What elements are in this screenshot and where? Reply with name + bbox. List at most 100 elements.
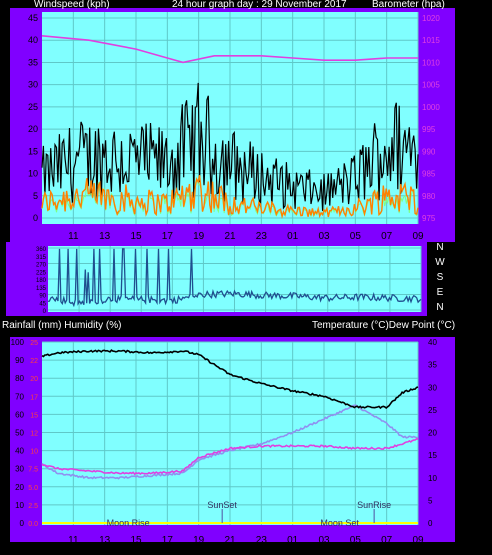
bottom-x-tick-label: 11	[68, 535, 79, 546]
top-x-tick-label: 09	[412, 231, 424, 242]
middle-left-tick-label: 45	[39, 301, 46, 307]
bottom-right-tick-label: 5	[428, 496, 433, 505]
top-right-tick-label: 980	[422, 192, 436, 201]
annotation-label: Moon Set	[320, 518, 359, 528]
series-humidity	[41, 349, 419, 410]
top-x-tick-label: 17	[162, 231, 174, 242]
middle-left-tick-label: 90	[39, 294, 46, 300]
middle-left-tick-label: 135	[36, 286, 47, 292]
top-right-tick-label: 985	[422, 170, 436, 179]
annotation-label: SunSet	[207, 500, 237, 510]
middle-right-compass-label: N	[436, 302, 443, 313]
bottom-left-tick-label: 80	[15, 374, 24, 383]
top-right-tick-label: 1000	[422, 103, 440, 112]
bottom-rain-tick-label: 25	[30, 340, 38, 347]
top-x-tick-label: 21	[224, 231, 236, 242]
bottom-rain-tick-label: 2.5	[28, 503, 38, 510]
top-right-tick-label: 990	[422, 147, 436, 156]
bottom-right-tick-label: 10	[428, 474, 437, 483]
top-left-tick-label: 25	[28, 102, 38, 112]
bottom-x-tick-label: 17	[162, 535, 174, 546]
bottom-rain-tick-label: 5.0	[28, 485, 38, 492]
bottom-right-tick-label: 40	[428, 338, 437, 347]
bottom-rain-tick-label: 20	[30, 376, 38, 383]
bottom-rain-tick-label: 12	[30, 431, 38, 438]
top-x-tick-label: 15	[130, 231, 142, 242]
bottom-rain-tick-label: 0.0	[28, 521, 38, 528]
top-left-tick-label: 0	[33, 213, 38, 223]
bottom-left-tick-label: 100	[11, 338, 25, 347]
middle-right-compass-label: W	[435, 257, 445, 268]
header-left: Windspeed (kph)	[34, 0, 110, 10]
top-right-tick-label: 1005	[422, 81, 440, 90]
bottom-left-tick-label: 70	[15, 392, 24, 401]
middle-left-tick-label: 360	[36, 247, 47, 253]
bottom-left-tick-label: 0	[20, 519, 25, 528]
bottom-left-tick-label: 10	[15, 501, 24, 510]
bottom-right-tick-label: 25	[428, 406, 437, 415]
top-x-tick-label: 01	[287, 231, 299, 242]
bottom-x-tick-label: 19	[193, 535, 205, 546]
top-right-tick-label: 1015	[422, 36, 440, 45]
top-right-gutter	[427, 8, 455, 228]
bottom-rain-tick-label: 7.5	[28, 467, 38, 474]
middle-left-tick-label: 180	[36, 278, 47, 284]
bottom-x-tick-label: 07	[381, 535, 393, 546]
top-left-tick-label: 10	[28, 169, 38, 179]
annotation-label: SunRise	[357, 500, 391, 510]
bottom-right-tick-label: 35	[428, 361, 437, 370]
bottom-left-tick-label: 90	[15, 356, 24, 365]
bottom-rain-tick-label: 15	[30, 412, 38, 419]
bottom-rain-tick-label: 22	[30, 358, 38, 365]
bottom-x-tick-label: 03	[318, 535, 330, 546]
series-wind-gust	[41, 82, 419, 211]
bottom-right-tick-label: 30	[428, 383, 437, 392]
bottom-right-tick-label: 20	[428, 429, 437, 438]
middle-left-tick-label: 315	[36, 255, 47, 261]
top-left-tick-label: 35	[28, 57, 38, 67]
top-left-tick-label: 5	[33, 191, 38, 201]
bottom-x-tick-label: 15	[130, 535, 142, 546]
top-x-tick-label: 05	[350, 231, 362, 242]
middle-right-compass-label: S	[437, 272, 444, 283]
series-temperature	[41, 438, 419, 476]
bottom-left-tick-label: 20	[15, 483, 24, 492]
bottom-rain-tick-label: 10	[30, 449, 38, 456]
middle-left-tick-label: 0	[43, 309, 47, 315]
bottom-right-tick-label: 0	[428, 519, 433, 528]
series-dewpoint	[41, 404, 419, 480]
middle-right-compass-label: E	[437, 287, 444, 298]
top-left-tick-label: 40	[28, 35, 38, 45]
middle-header-right: Temperature (°C)Dew Point (°C)	[312, 320, 456, 331]
bottom-right-tick-label: 15	[428, 451, 437, 460]
bottom-left-tick-label: 40	[15, 447, 24, 456]
top-right-tick-label: 1020	[422, 14, 440, 23]
bottom-x-tick-label: 13	[99, 535, 111, 546]
bottom-rain-tick-label: 17	[30, 394, 38, 401]
top-x-tick-label: 13	[99, 231, 111, 242]
middle-right-compass-label: N	[436, 242, 443, 253]
bottom-x-tick-label: 21	[224, 535, 236, 546]
middle-left-tick-label: 225	[36, 270, 47, 276]
top-left-tick-label: 30	[28, 80, 38, 90]
annotation-label: Moon Rise	[107, 518, 150, 528]
bottom-x-tick-label: 05	[350, 535, 362, 546]
top-right-tick-label: 995	[422, 125, 436, 134]
top-left-gutter	[10, 8, 32, 228]
top-right-tick-label: 1010	[422, 58, 440, 67]
series-pressure	[41, 35, 418, 64]
top-left-tick-label: 20	[28, 124, 38, 134]
top-right-tick-label: 975	[422, 214, 436, 223]
series-wind-direction	[47, 248, 422, 308]
middle-header-left: Rainfall (mm) Humidity (%)	[2, 320, 122, 331]
top-x-tick-label: 19	[193, 231, 205, 242]
bottom-x-tick-label: 01	[287, 535, 299, 546]
middle-left-tick-label: 270	[36, 263, 47, 269]
series-wind-average	[41, 175, 419, 220]
bottom-x-tick-label: 09	[412, 535, 424, 546]
header-center: 24 hour graph day : 29 November 2017	[172, 0, 347, 10]
top-x-tick-label: 11	[68, 231, 79, 242]
bottom-left-tick-label: 30	[15, 465, 24, 474]
